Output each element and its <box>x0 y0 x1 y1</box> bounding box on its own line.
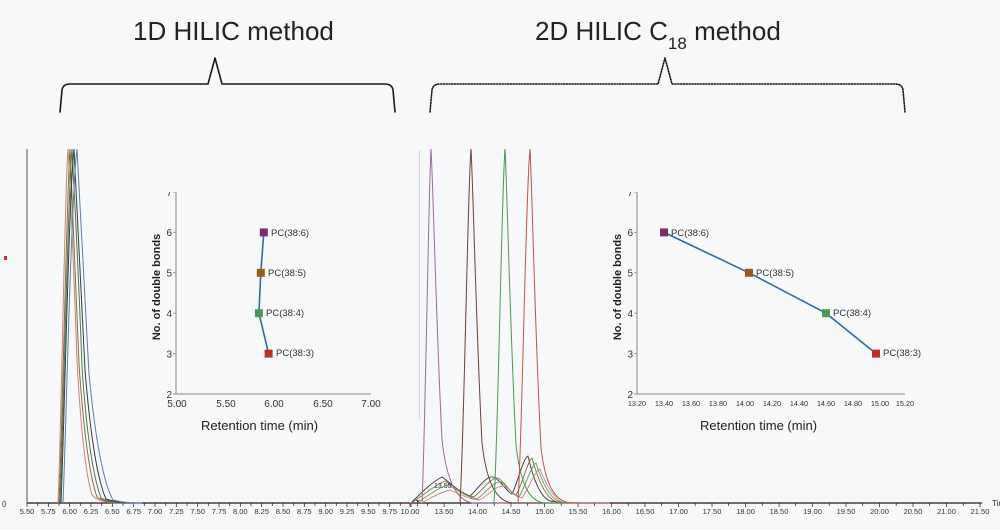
svg-text:10.00: 10.00 <box>401 507 420 516</box>
svg-text:20.50: 20.50 <box>904 507 923 516</box>
svg-text:5.75: 5.75 <box>41 507 56 516</box>
svg-text:17.00: 17.00 <box>669 507 688 516</box>
svg-text:7.50: 7.50 <box>190 507 205 516</box>
svg-text:5.50: 5.50 <box>20 507 35 516</box>
svg-text:0: 0 <box>2 500 7 509</box>
svg-text:6.75: 6.75 <box>126 507 141 516</box>
svg-text:13.55: 13.55 <box>434 483 452 490</box>
svg-text:6.25: 6.25 <box>84 507 99 516</box>
svg-text:14.50: 14.50 <box>502 507 521 516</box>
svg-text:8.75: 8.75 <box>297 507 312 516</box>
svg-text:6.50: 6.50 <box>105 507 120 516</box>
svg-text:8.00: 8.00 <box>233 507 248 516</box>
svg-text:6.00: 6.00 <box>62 507 77 516</box>
svg-text:18.50: 18.50 <box>770 507 789 516</box>
svg-text:16.50: 16.50 <box>636 507 655 516</box>
svg-text:8.25: 8.25 <box>254 507 269 516</box>
svg-text:20.00: 20.00 <box>870 507 889 516</box>
svg-text:7.25: 7.25 <box>169 507 184 516</box>
svg-text:21.00: 21.00 <box>937 507 956 516</box>
svg-text:15.50: 15.50 <box>569 507 588 516</box>
svg-text:9.50: 9.50 <box>361 507 376 516</box>
svg-text:Time: Time <box>992 499 1000 508</box>
svg-text:9.00: 9.00 <box>318 507 333 516</box>
svg-text:18.00: 18.00 <box>736 507 755 516</box>
svg-text:7.00: 7.00 <box>148 507 163 516</box>
svg-text:9.25: 9.25 <box>340 507 355 516</box>
svg-text:9.75: 9.75 <box>382 507 397 516</box>
svg-text:7.75: 7.75 <box>212 507 227 516</box>
svg-text:21.50: 21.50 <box>971 507 990 516</box>
svg-text:19.00: 19.00 <box>803 507 822 516</box>
svg-text:14.00: 14.00 <box>468 507 487 516</box>
svg-text:19.50: 19.50 <box>837 507 856 516</box>
svg-text:16.00: 16.00 <box>602 507 621 516</box>
svg-text:13.50: 13.50 <box>435 507 454 516</box>
svg-text:15.00: 15.00 <box>535 507 554 516</box>
svg-text:17.50: 17.50 <box>703 507 722 516</box>
svg-text:8.50: 8.50 <box>276 507 291 516</box>
